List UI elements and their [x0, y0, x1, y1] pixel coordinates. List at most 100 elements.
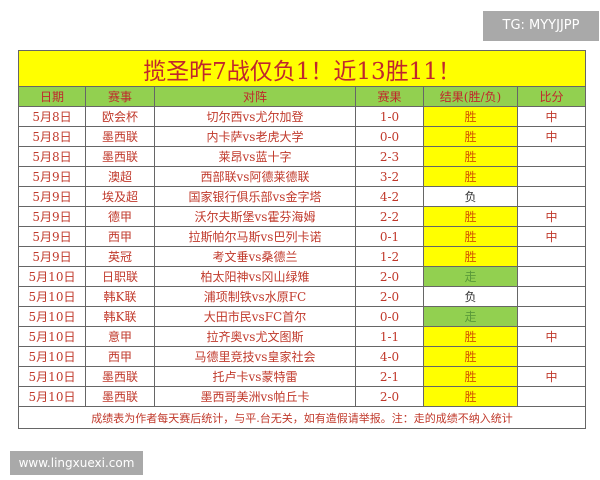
score-cell: 4-0 [355, 346, 424, 367]
league-cell: 墨西联 [85, 146, 155, 167]
table-row: 5月9日 澳超 西部联vs阿德莱德联 3-2 胜 [18, 166, 587, 187]
result-cell: 负 [423, 186, 518, 207]
match-cell: 莱昂vs蓝十字 [154, 146, 356, 167]
header-result: 结果(胜/负) [423, 86, 518, 107]
odds-cell [516, 286, 587, 307]
odds-cell: 中 [516, 206, 587, 227]
table-row: 5月10日 日职联 柏太阳神vs冈山绿雉 2-0 走 [18, 266, 587, 287]
odds-cell [516, 386, 587, 407]
footer-note: 成绩表为作者每天赛后统计，与平.台无关，如有造假请举报。注：走的成绩不纳入统计 [17, 406, 587, 429]
league-cell: 墨西联 [85, 366, 155, 387]
score-cell: 2-2 [355, 206, 424, 227]
match-cell: 考文垂vs桑德兰 [154, 246, 356, 267]
date-cell: 5月9日 [18, 226, 86, 247]
match-cell: 柏太阳神vs冈山绿雉 [154, 266, 356, 287]
date-cell: 5月10日 [18, 266, 86, 287]
date-cell: 5月8日 [18, 106, 86, 127]
table-row: 5月10日 意甲 拉齐奥vs尤文图斯 1-1 胜中 [18, 326, 587, 347]
header-odds: 比分 [516, 86, 587, 107]
odds-cell [516, 266, 587, 287]
header-match: 对阵 [154, 86, 356, 107]
score-cell: 2-1 [355, 366, 424, 387]
match-cell: 西部联vs阿德莱德联 [154, 166, 356, 187]
result-cell: 胜 [423, 166, 518, 187]
league-cell: 西甲 [85, 346, 155, 367]
score-cell: 0-0 [355, 306, 424, 327]
date-cell: 5月10日 [18, 346, 86, 367]
match-cell: 托卢卡vs蒙特雷 [154, 366, 356, 387]
header-league: 赛事 [85, 86, 155, 107]
match-cell: 拉斯帕尔马斯vs巴列卡诺 [154, 226, 356, 247]
odds-cell: 中 [516, 126, 587, 147]
score-cell: 1-1 [355, 326, 424, 347]
table-row: 5月10日 墨西联 墨西哥美洲vs帕丘卡 2-0 胜 [18, 386, 587, 407]
score-cell: 2-3 [355, 146, 424, 167]
odds-cell [516, 146, 587, 167]
table-row: 5月10日 西甲 马德里竞技vs皇家社会 4-0 胜 [18, 346, 587, 367]
result-cell: 胜 [423, 386, 518, 407]
table-row: 5月10日 墨西联 托卢卡vs蒙特雷 2-1 胜中 [18, 366, 587, 387]
odds-cell [516, 346, 587, 367]
result-cell: 走 [423, 306, 518, 327]
date-cell: 5月8日 [18, 126, 86, 147]
table-row: 5月8日 欧会杯 切尔西vs尤尔加登 1-0 胜中 [18, 106, 587, 127]
score-cell: 3-2 [355, 166, 424, 187]
match-cell: 拉齐奥vs尤文图斯 [154, 326, 356, 347]
league-cell: 德甲 [85, 206, 155, 227]
result-cell: 负 [423, 286, 518, 307]
league-cell: 英冠 [85, 246, 155, 267]
title-row: 揽圣昨7战仅负1！近13胜11！ [17, 50, 587, 87]
watermark-top: TG: MYYJJPP [483, 11, 599, 41]
date-cell: 5月9日 [18, 246, 86, 267]
score-cell: 2-0 [355, 266, 424, 287]
league-cell: 西甲 [85, 226, 155, 247]
table-row: 5月10日 韩K联 浦项制铁vs水原FC 2-0 负 [18, 286, 587, 307]
league-cell: 墨西联 [85, 386, 155, 407]
league-cell: 日职联 [85, 266, 155, 287]
result-cell: 胜 [423, 346, 518, 367]
date-cell: 5月10日 [18, 286, 86, 307]
league-cell: 埃及超 [85, 186, 155, 207]
result-cell: 走 [423, 266, 518, 287]
table-row: 5月9日 西甲 拉斯帕尔马斯vs巴列卡诺 0-1 胜中 [18, 226, 587, 247]
match-cell: 浦项制铁vs水原FC [154, 286, 356, 307]
score-cell: 0-0 [355, 126, 424, 147]
date-cell: 5月9日 [18, 166, 86, 187]
result-cell: 胜 [423, 246, 518, 267]
date-cell: 5月9日 [18, 206, 86, 227]
result-cell: 胜 [423, 126, 518, 147]
score-cell: 0-1 [355, 226, 424, 247]
result-cell: 胜 [423, 106, 518, 127]
match-cell: 国家银行俱乐部vs金字塔 [154, 186, 356, 207]
date-cell: 5月10日 [18, 326, 86, 347]
odds-cell [516, 246, 587, 267]
odds-cell [516, 166, 587, 187]
table-row: 5月8日 墨西联 内卡萨vs老虎大学 0-0 胜中 [18, 126, 587, 147]
date-cell: 5月10日 [18, 306, 86, 327]
result-cell: 胜 [423, 146, 518, 167]
league-cell: 意甲 [85, 326, 155, 347]
odds-cell [516, 186, 587, 207]
score-cell: 2-0 [355, 386, 424, 407]
results-table: 揽圣昨7战仅负1！近13胜11！ 日期 赛事 对阵 赛果 结果(胜/负) 比分 … [17, 50, 587, 429]
league-cell: 澳超 [85, 166, 155, 187]
odds-cell: 中 [516, 326, 587, 347]
header-date: 日期 [18, 86, 86, 107]
table-row: 5月8日 墨西联 莱昂vs蓝十字 2-3 胜 [18, 146, 587, 167]
match-cell: 内卡萨vs老虎大学 [154, 126, 356, 147]
score-cell: 4-2 [355, 186, 424, 207]
header-row: 日期 赛事 对阵 赛果 结果(胜/负) 比分 [18, 86, 587, 107]
result-cell: 胜 [423, 326, 518, 347]
date-cell: 5月9日 [18, 186, 86, 207]
date-cell: 5月10日 [18, 386, 86, 407]
table-title: 揽圣昨7战仅负1！近13胜11！ [17, 50, 587, 87]
league-cell: 韩K联 [85, 306, 155, 327]
table-row: 5月9日 埃及超 国家银行俱乐部vs金字塔 4-2 负 [18, 186, 587, 207]
match-cell: 马德里竞技vs皇家社会 [154, 346, 356, 367]
odds-cell: 中 [516, 106, 587, 127]
result-cell: 胜 [423, 206, 518, 227]
date-cell: 5月10日 [18, 366, 86, 387]
table-row: 5月10日 韩K联 大田市民vsFC首尔 0-0 走 [18, 306, 587, 327]
league-cell: 墨西联 [85, 126, 155, 147]
match-cell: 墨西哥美洲vs帕丘卡 [154, 386, 356, 407]
